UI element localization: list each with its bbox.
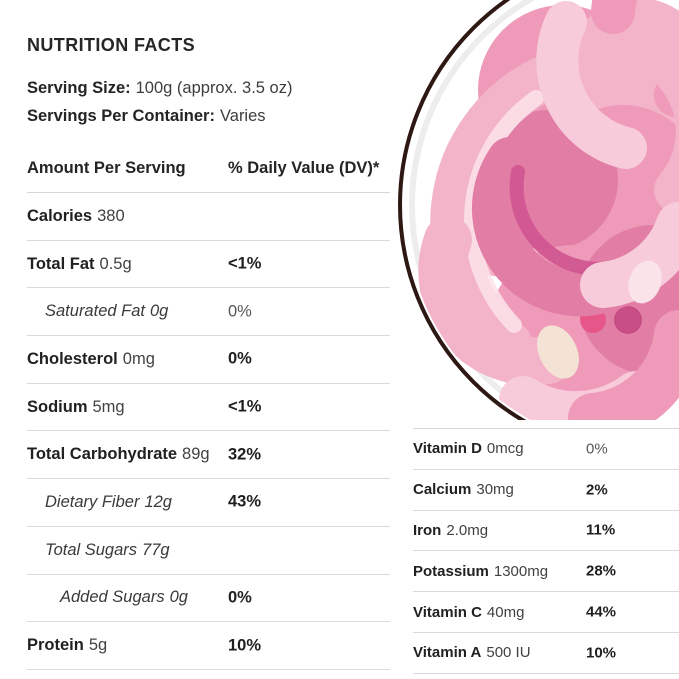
nutrient-daily-value: 10%: [586, 644, 617, 662]
nutrient-row: Vitamin D 0mcg 0%: [413, 429, 679, 470]
nutrient-row: Sodium 5mg <1%: [27, 384, 390, 432]
nutrient-name: Cholesterol: [27, 349, 118, 368]
nutrient-row: Calcium 30mg 2%: [413, 470, 679, 511]
nutrient-daily-value: 2%: [586, 481, 608, 499]
nutrient-name: Added Sugars: [60, 588, 165, 607]
nutrient-daily-value: 0%: [228, 302, 252, 321]
nutrient-name: Vitamin C: [413, 603, 482, 621]
serving-size-label: Serving Size:: [27, 79, 131, 97]
nutrient-daily-value: <1%: [228, 397, 262, 416]
fruit-cream-tip: [537, 325, 579, 379]
daily-value-header: % Daily Value (DV)*: [228, 159, 380, 177]
nutrient-amount: 0mg: [122, 349, 155, 368]
nutrient-row: Potassium 1300mg 28%: [413, 551, 679, 593]
nutrient-row: Vitamin A 500 IU 10%: [413, 633, 679, 674]
nutrient-daily-value: 11%: [586, 521, 616, 539]
serving-size-value: 100g (approx. 3.5 oz): [135, 79, 293, 97]
nutrient-daily-value: 44%: [586, 603, 617, 621]
fruit-slice: [536, 1, 647, 169]
nutrient-daily-value: 32%: [228, 445, 262, 464]
nutrient-amount: 380: [97, 206, 125, 225]
nutrient-name: Dietary Fiber: [45, 492, 140, 511]
nutrient-name: Sodium: [27, 397, 88, 416]
nutrient-amount: 0g: [149, 302, 169, 321]
nutrient-row: Vitamin C 40mg 44%: [413, 592, 679, 633]
nutrient-amount: 40mg: [486, 603, 525, 621]
fruit-cream-tip: [628, 260, 662, 304]
fruit-slice: [418, 216, 572, 386]
nutrient-amount: 5mg: [92, 397, 125, 416]
nutrient-name: Vitamin A: [413, 644, 482, 662]
nutrient-amount: 2.0mg: [446, 521, 489, 539]
nutrient-daily-value: 0%: [228, 588, 252, 607]
nutrient-row: Dietary Fiber 12g 43%: [27, 479, 390, 527]
nutrient-amount: 500 IU: [486, 644, 531, 662]
servings-per-container-label: Servings Per Container:: [27, 107, 215, 125]
nutrient-amount: 0.5g: [99, 254, 132, 273]
fruit-plate-illustration: [398, 0, 679, 420]
nutrient-name: Saturated Fat: [45, 302, 145, 321]
nutrient-row: Total Sugars 77g: [27, 527, 390, 575]
fruit-cluster: [409, 0, 679, 420]
micro-nutrient-table: Vitamin D 0mcg 0% Calcium 30mg 2% Iron 2.0m…: [413, 428, 679, 674]
nutrient-amount: 0mcg: [486, 440, 524, 458]
servings-per-container-value: Varies: [219, 107, 266, 125]
nutrient-name: Total Fat: [27, 254, 95, 273]
nutrient-name: Vitamin D: [413, 440, 482, 458]
nutrient-row: Saturated Fat 0g 0%: [27, 288, 390, 337]
nutrient-daily-value: 28%: [586, 562, 617, 580]
nutrient-amount: 0g: [169, 588, 188, 607]
nutrient-amount: 30mg: [476, 481, 514, 499]
page-title: NUTRITION FACTS: [27, 35, 195, 55]
nutrient-name: Calories: [27, 206, 93, 225]
nutrient-amount: 5g: [88, 636, 108, 655]
nutrient-name: Total Sugars: [45, 540, 138, 559]
nutrient-name: Protein: [27, 636, 84, 655]
plate-inner-edge: [409, 0, 679, 420]
nutrient-amount: 77g: [142, 540, 170, 559]
nutrient-row: Iron 2.0mg 11%: [413, 511, 679, 552]
fruit-slice: [430, 57, 564, 368]
nutrient-amount: 12g: [144, 492, 172, 511]
macro-nutrient-table: Calories 380 Total Fat 0.5g <1% Saturated …: [27, 192, 390, 670]
nutrient-name: Iron: [413, 521, 442, 539]
nutrient-daily-value: <1%: [228, 254, 262, 273]
servings-per-container-line: Servings Per Container: Varies: [27, 107, 266, 126]
product-photo: [398, 0, 679, 420]
nutrient-row: Total Fat 0.5g <1%: [27, 241, 390, 289]
nutrient-daily-value: 0%: [228, 349, 252, 368]
nutrient-row: Added Sugars 0g 0%: [27, 575, 390, 623]
nutrient-row: Total Carbohydrate 89g 32%: [27, 431, 390, 480]
amount-per-serving-header: Amount Per Serving: [27, 159, 186, 177]
plate-rim: [398, 0, 527, 420]
nutrient-daily-value: 0%: [586, 440, 608, 458]
nutrient-name: Calcium: [413, 481, 472, 499]
fruit-shadow-spot: [614, 306, 642, 334]
nutrient-name: Potassium: [413, 562, 489, 580]
nutrient-row: Cholesterol 0mg 0%: [27, 336, 390, 384]
nutrient-name: Total Carbohydrate: [27, 445, 178, 464]
fruit-slice: [620, 25, 679, 213]
fruit-slice: [568, 310, 679, 420]
table-header-row: Amount Per Serving % Daily Value (DV)*: [27, 159, 390, 179]
nutrient-row: Protein 5g 10%: [27, 622, 390, 670]
nutrient-amount: 1300mg: [493, 562, 549, 580]
nutrient-amount: 89g: [182, 445, 210, 464]
nutrient-row: Calories 380: [27, 193, 390, 241]
nutrient-daily-value: 43%: [228, 492, 262, 511]
nutrient-daily-value: 10%: [228, 636, 262, 655]
serving-size-line: Serving Size: 100g (approx. 3.5 oz): [27, 79, 292, 98]
